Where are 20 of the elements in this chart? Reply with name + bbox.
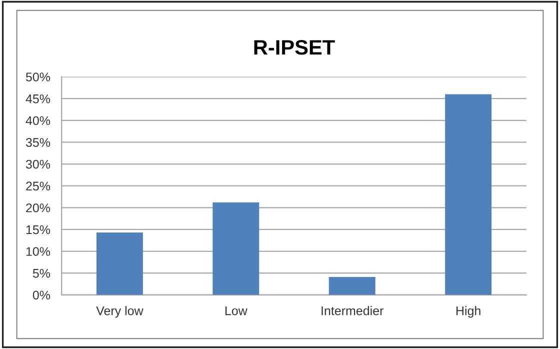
- y-tick-label: 0%: [32, 290, 50, 300]
- x-tick-label: Low: [225, 306, 248, 316]
- y-tick-label: 50%: [26, 72, 50, 82]
- y-tick-label: 25%: [26, 182, 50, 190]
- x-tick-label: Intermedier: [322, 306, 384, 316]
- x-tick-label: Very low: [96, 306, 144, 318]
- chart-title: R-IPSET: [254, 40, 335, 55]
- y-tick-label: 30%: [26, 160, 50, 169]
- x-tick-label: High: [456, 306, 480, 318]
- bar: [328, 277, 376, 295]
- y-tick-label: 15%: [26, 225, 50, 234]
- bar: [212, 202, 260, 295]
- bar: [96, 232, 143, 295]
- y-tick-label: 10%: [26, 247, 50, 256]
- y-tick-label: 45%: [26, 94, 50, 104]
- y-tick-label: 5%: [32, 268, 50, 278]
- y-tick-label: 35%: [26, 138, 50, 147]
- bar: [445, 94, 492, 295]
- y-tick-label: 20%: [26, 203, 50, 212]
- y-tick-label: 40%: [26, 116, 50, 126]
